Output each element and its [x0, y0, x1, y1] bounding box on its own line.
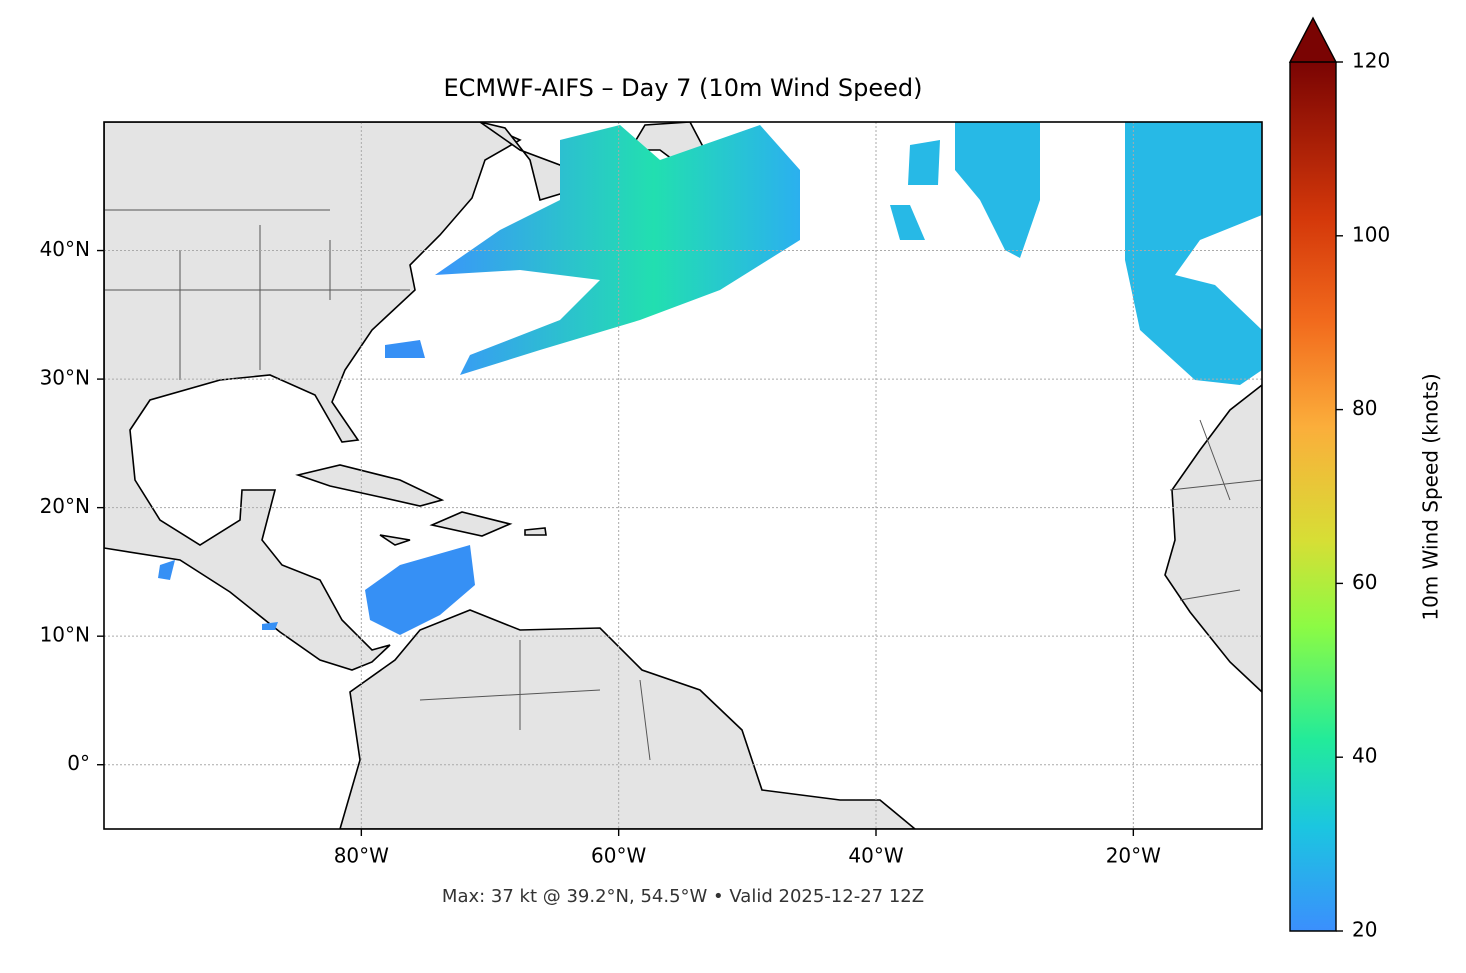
hispaniola	[379, 511, 547, 546]
y-tick-label: 30°N	[40, 366, 90, 390]
south-america	[339, 609, 917, 829]
colorbar-frame	[1289, 62, 1337, 932]
y-tick-label: 0°	[67, 751, 90, 775]
colorbar-extend	[1288, 16, 1338, 63]
colorbar-label: 10m Wind Speed (knots)	[1419, 373, 1443, 620]
x-tick-label: 20°W	[1106, 844, 1161, 868]
map-area	[104, 122, 1262, 829]
wind-field	[158, 340, 475, 635]
y-tick-label: 40°N	[40, 237, 90, 261]
wind-field	[435, 125, 800, 375]
cuba	[295, 464, 445, 507]
map-title: ECMWF-AIFS – Day 7 (10m Wind Speed)	[443, 74, 922, 102]
colorbar-tick-label: 40	[1352, 744, 1377, 768]
x-tick-label: 80°W	[334, 844, 389, 868]
footer-note: Max: 37 kt @ 39.2°N, 54.5°W • Valid 2025…	[442, 886, 924, 907]
x-tick-label: 60°W	[591, 844, 646, 868]
africa	[1164, 383, 1262, 694]
colorbar-tick-label: 80	[1352, 396, 1377, 420]
wind-field	[890, 122, 1262, 385]
north-america	[104, 122, 522, 671]
y-tick-label: 20°N	[40, 494, 90, 518]
colorbar-tick-label: 100	[1352, 222, 1390, 246]
colorbar-tick-label: 20	[1352, 918, 1377, 942]
map-frame	[103, 121, 1263, 830]
y-tick-label: 10°N	[40, 623, 90, 647]
colorbar	[1290, 62, 1336, 931]
x-tick-label: 40°W	[848, 844, 903, 868]
borders	[104, 209, 1262, 761]
colorbar-tick-label: 60	[1352, 570, 1377, 594]
colorbar-tick-label: 120	[1352, 49, 1390, 73]
